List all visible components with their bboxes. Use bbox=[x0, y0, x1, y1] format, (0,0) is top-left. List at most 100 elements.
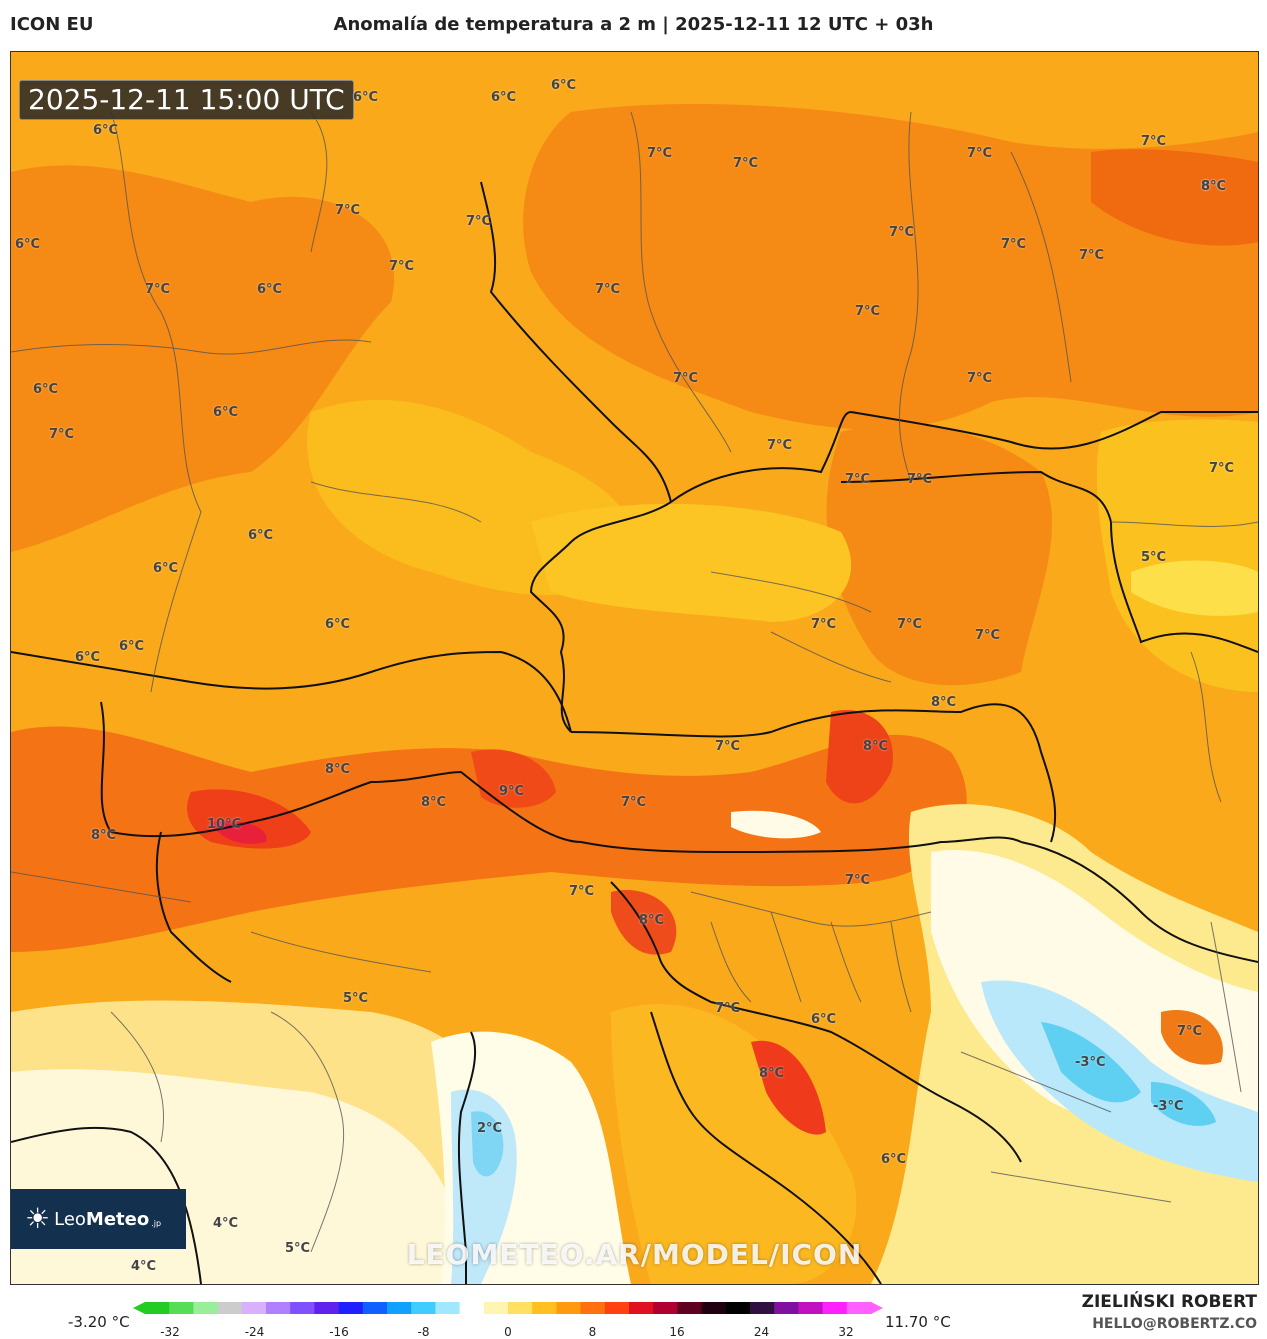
temperature-label: 7°C bbox=[1177, 1024, 1203, 1039]
scale-swatch bbox=[483, 1302, 509, 1314]
legend-min-value: -3.20 °C bbox=[68, 1313, 130, 1331]
temperature-label: 7°C bbox=[845, 873, 871, 888]
temperature-label: 7°C bbox=[647, 146, 673, 161]
temperature-label: 4°C bbox=[213, 1216, 239, 1231]
temperature-label: 7°C bbox=[767, 438, 793, 453]
temperature-label: 6°C bbox=[1201, 179, 1227, 194]
temperature-label: 5°C bbox=[285, 1241, 311, 1256]
temperature-label: 6°C bbox=[93, 123, 119, 138]
temperature-label: 8°C bbox=[1201, 179, 1227, 194]
scale-tick-label: 32 bbox=[838, 1325, 854, 1339]
temperature-label: 7°C bbox=[1141, 134, 1167, 149]
scale-swatch bbox=[508, 1302, 533, 1314]
temperature-label: 8°C bbox=[91, 828, 117, 843]
temperature-label: 7°C bbox=[145, 282, 171, 297]
scale-swatch bbox=[387, 1302, 412, 1314]
temperature-label: 7°C bbox=[1209, 461, 1235, 476]
temperature-label: 8°C bbox=[325, 762, 351, 777]
color-scale-bar bbox=[133, 1302, 883, 1314]
anomaly-map: 2025-12-11 15:00 UTC 6°C 6°C 6°C 6°C 7°C… bbox=[10, 51, 1259, 1285]
temperature-label: 7°C bbox=[975, 628, 1001, 643]
scale-swatch bbox=[846, 1302, 872, 1314]
scale-swatch bbox=[435, 1302, 461, 1314]
temperature-label: 7°C bbox=[733, 156, 759, 171]
temperature-label: 7°C bbox=[715, 739, 741, 754]
scale-tick-label: 24 bbox=[753, 1325, 770, 1339]
scale-swatch bbox=[604, 1302, 630, 1314]
scale-swatch bbox=[217, 1302, 243, 1314]
temperature-label: 6°C bbox=[75, 650, 101, 665]
scale-swatch bbox=[459, 1302, 485, 1314]
temperature-label: -3°C bbox=[1153, 1099, 1184, 1114]
scale-swatch bbox=[653, 1302, 678, 1314]
scale-swatch bbox=[750, 1302, 775, 1314]
legend-max-value: 11.70 °C bbox=[885, 1313, 951, 1331]
temperature-label: 6°C bbox=[551, 78, 577, 93]
temperature-label: 10°C bbox=[207, 817, 242, 832]
scale-swatch bbox=[580, 1302, 606, 1314]
temperature-label: 8°C bbox=[931, 695, 957, 710]
scale-swatch bbox=[774, 1302, 799, 1314]
scale-swatch bbox=[556, 1302, 582, 1314]
author-credit: ZIELIŃSKI ROBERT bbox=[1081, 1292, 1257, 1312]
scale-arrow-high bbox=[871, 1302, 883, 1314]
model-name: ICON EU bbox=[10, 14, 94, 35]
temperature-label: 7°C bbox=[855, 304, 881, 319]
scale-tick-label: -16 bbox=[329, 1325, 349, 1339]
temperature-label: 6°C bbox=[811, 1012, 837, 1027]
temperature-label: 7°C bbox=[389, 259, 415, 274]
temperature-label: 6°C bbox=[325, 617, 351, 632]
logo-text: LeoMeteo bbox=[54, 1208, 150, 1230]
watermark-url: LEOMETEO.AR/MODEL/ICON bbox=[406, 1238, 863, 1271]
temperature-label: 7°C bbox=[907, 472, 933, 487]
scale-swatch bbox=[241, 1302, 267, 1314]
scale-swatch bbox=[193, 1302, 219, 1314]
scale-swatch bbox=[338, 1302, 364, 1314]
temperature-label: 7°C bbox=[1001, 237, 1027, 252]
temperature-label: 6°C bbox=[119, 639, 145, 654]
logo-suffix: .jp bbox=[151, 1218, 162, 1228]
map-field bbox=[11, 52, 1258, 1284]
temperature-label: 6°C bbox=[353, 90, 379, 105]
temperature-label: 4°C bbox=[131, 1259, 157, 1274]
scale-tick-label: -32 bbox=[160, 1325, 180, 1339]
temperature-label: 8°C bbox=[759, 1066, 785, 1081]
temperature-label: 7°C bbox=[889, 225, 915, 240]
temperature-label: 5°C bbox=[343, 991, 369, 1006]
temperature-label: 2°C bbox=[477, 1121, 503, 1136]
scale-swatch bbox=[725, 1302, 751, 1314]
temperature-label: 8°C bbox=[863, 739, 889, 754]
temperature-label: 9°C bbox=[499, 784, 525, 799]
scale-swatch bbox=[798, 1302, 824, 1314]
scale-swatch bbox=[169, 1302, 194, 1314]
temperature-label: 7°C bbox=[967, 146, 993, 161]
temperature-label: 7°C bbox=[1079, 248, 1105, 263]
scale-tick-label: -8 bbox=[417, 1325, 430, 1339]
scale-swatch bbox=[532, 1302, 557, 1314]
valid-time-badge: 2025-12-11 15:00 UTC bbox=[19, 80, 354, 120]
scale-swatch bbox=[411, 1302, 436, 1314]
temperature-label: 8°C bbox=[639, 913, 665, 928]
temperature-label: 5°C bbox=[1141, 550, 1167, 565]
scale-tick-label: -24 bbox=[244, 1325, 265, 1339]
temperature-label: 7°C bbox=[715, 1001, 741, 1016]
sun-icon: ☀ bbox=[25, 1202, 51, 1235]
scale-swatch bbox=[362, 1302, 388, 1314]
temperature-label: 6°C bbox=[15, 237, 41, 252]
scale-swatch bbox=[701, 1302, 727, 1314]
temperature-label: 7°C bbox=[569, 884, 595, 899]
temperature-label: 7°C bbox=[595, 282, 621, 297]
temperature-label: 6°C bbox=[213, 405, 239, 420]
scale-swatch bbox=[314, 1302, 340, 1314]
temperature-label: 6°C bbox=[881, 1152, 907, 1167]
temperature-label: 7°C bbox=[845, 472, 871, 487]
temperature-label: -3°C bbox=[1075, 1055, 1106, 1070]
scale-tick-label: 16 bbox=[669, 1325, 685, 1339]
scale-swatch bbox=[266, 1302, 291, 1314]
scale-tick-label: 8 bbox=[588, 1325, 597, 1339]
temperature-label: 8°C bbox=[421, 795, 447, 810]
scale-tick-label: 0 bbox=[504, 1325, 512, 1339]
temperature-label: 7°C bbox=[466, 214, 492, 229]
temperature-label: 7°C bbox=[49, 427, 75, 442]
temperature-label: 6°C bbox=[153, 561, 179, 576]
